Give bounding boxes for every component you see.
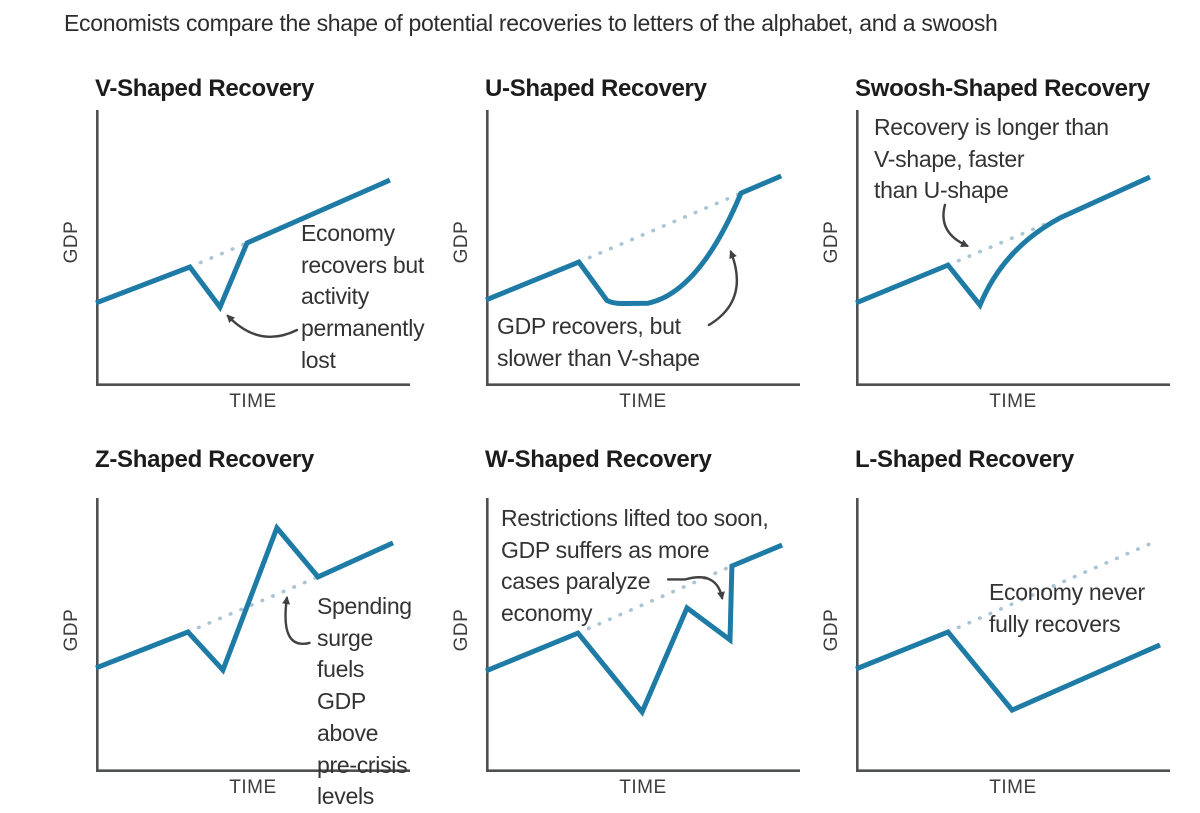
chart-canvas — [95, 498, 410, 772]
y-axis-label: GDP — [61, 221, 82, 264]
x-axis-label: TIME — [229, 777, 277, 798]
chart-svg — [485, 110, 800, 386]
y-axis-label: GDP — [451, 221, 472, 264]
panel-title: L-Shaped Recovery — [855, 446, 1074, 473]
chart-canvas — [485, 110, 800, 386]
annotation-arrow — [942, 203, 970, 248]
y-axis-label: GDP — [61, 608, 82, 651]
chart-svg — [485, 498, 800, 772]
chart-annotation: Economy recovers but activity permanentl… — [301, 220, 425, 373]
annotation-arrow — [666, 576, 725, 600]
gdp-line — [95, 523, 395, 675]
x-axis-label: TIME — [989, 391, 1037, 412]
panel-z-shaped: Z-Shaped Recovery GDP TIME Spending surg… — [61, 446, 412, 809]
y-axis-label: GDP — [451, 608, 472, 651]
chart-annotation: Spending surge fuels GDP above pre-crisi… — [317, 593, 412, 810]
gdp-line — [855, 174, 1151, 310]
pre-crisis-trend-line — [186, 575, 320, 634]
chart-svg — [95, 498, 410, 772]
pre-crisis-trend-line — [946, 541, 1154, 634]
gdp-line — [485, 542, 784, 717]
axes — [96, 498, 410, 772]
chart-annotation: Restrictions lifted too soon, GDP suffer… — [501, 505, 769, 627]
gdp-line — [485, 173, 783, 307]
panel-title: Swoosh-Shaped Recovery — [855, 75, 1150, 102]
panel-title: U-Shaped Recovery — [485, 75, 707, 102]
x-axis-label: TIME — [619, 777, 667, 798]
chart-canvas — [855, 498, 1170, 772]
gdp-line — [855, 628, 1162, 714]
chart-annotation: GDP recovers, but slower than V-shape — [497, 313, 700, 371]
panel-title: W-Shaped Recovery — [485, 446, 712, 473]
panel-l-shaped: L-Shaped Recovery GDP TIME Economy never… — [821, 446, 1170, 798]
annotation-arrow — [226, 314, 299, 338]
axes — [96, 110, 410, 386]
panel-title: Z-Shaped Recovery — [95, 446, 314, 473]
axes — [486, 110, 800, 386]
panel-title: V-Shaped Recovery — [95, 75, 314, 102]
axes — [856, 498, 1170, 772]
panel-swoosh-shaped: Swoosh-Shaped Recovery GDP TIME Recovery… — [821, 75, 1170, 412]
chart-canvas — [95, 110, 410, 386]
x-axis-label: TIME — [989, 777, 1037, 798]
pre-crisis-trend-line — [577, 191, 743, 264]
page-title: Economists compare the shape of potentia… — [64, 10, 998, 36]
panel-v-shaped: V-Shaped Recovery GDP TIME Economy recov… — [61, 75, 425, 412]
chart-canvas — [485, 498, 800, 772]
chart-svg — [855, 110, 1170, 386]
y-axis-label: GDP — [821, 221, 842, 264]
chart-svg — [855, 498, 1170, 772]
panel-u-shaped: U-Shaped Recovery GDP TIME GDP recovers,… — [451, 75, 800, 412]
annotation-arrow — [282, 596, 311, 645]
x-axis-label: TIME — [229, 391, 277, 412]
chart-svg — [95, 110, 410, 386]
chart-annotation: Economy never fully recovers — [989, 579, 1145, 637]
axes — [486, 498, 800, 772]
y-axis-label: GDP — [821, 608, 842, 651]
pre-crisis-trend-line — [188, 241, 249, 269]
annotation-arrow — [707, 250, 739, 327]
chart-annotation: Recovery is longer than V-shape, faster … — [874, 114, 1109, 204]
x-axis-label: TIME — [619, 391, 667, 412]
gdp-line — [95, 177, 391, 313]
chart-canvas — [855, 110, 1170, 386]
panel-w-shaped: W-Shaped Recovery GDP TIME Restrictions … — [451, 446, 800, 798]
axes — [856, 110, 1170, 386]
